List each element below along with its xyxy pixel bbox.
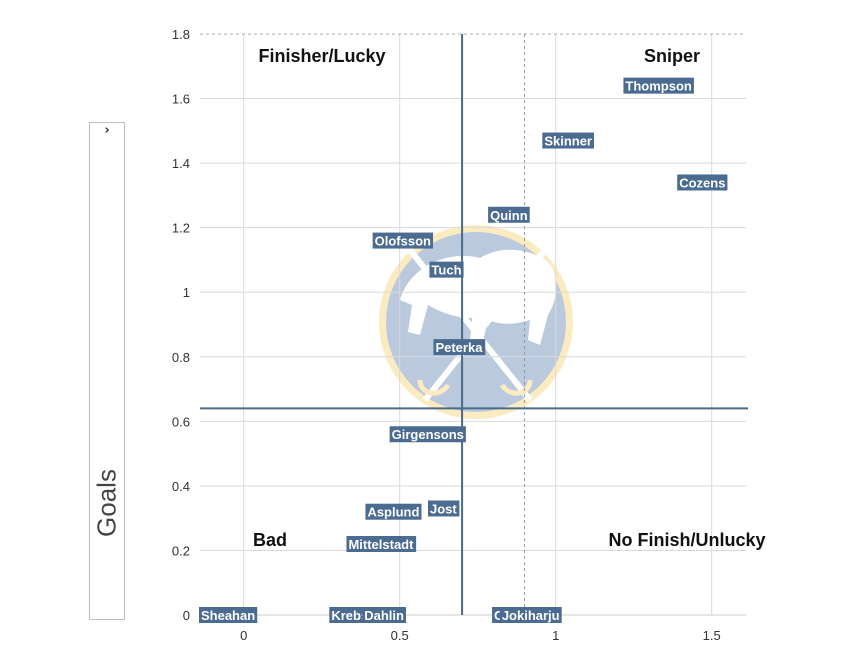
y-tick-label: 1.6	[172, 92, 190, 107]
point-label: Cozens	[679, 175, 725, 190]
point-marker[interactable]	[433, 339, 486, 356]
point-label: Peterka	[435, 340, 483, 355]
point-marker[interactable]	[329, 607, 371, 623]
point-label: Asplund	[367, 505, 419, 520]
y-tick-label: 1	[183, 285, 190, 300]
x-tick-label: 0.5	[391, 628, 409, 643]
chevron-right-icon[interactable]: ›	[104, 123, 110, 138]
y-tick-label: 0	[183, 608, 190, 623]
point-label: Girgensons	[392, 427, 464, 442]
point-label: Jokiharju	[502, 608, 560, 623]
point-marker[interactable]	[623, 77, 694, 94]
point-label: Dahlin	[364, 608, 404, 623]
point-label: Tuch	[431, 263, 461, 278]
y-tick-label: 0.6	[172, 414, 190, 429]
point-marker[interactable]	[677, 174, 728, 191]
x-tick-label: 1	[552, 628, 559, 643]
point-marker[interactable]	[488, 206, 530, 223]
x-tick-label: 0	[240, 628, 247, 643]
point-marker[interactable]	[542, 132, 595, 149]
y-tick-label: 1.4	[172, 156, 190, 171]
point-marker[interactable]	[427, 500, 460, 517]
y-tick-label: 1.2	[172, 221, 190, 236]
point-label: Quinn	[490, 208, 528, 223]
point-label: Olofsson	[375, 234, 431, 249]
team-logo-watermark	[379, 225, 573, 419]
y-axis-label-panel: › Goals	[89, 122, 125, 620]
point-label: Sheahan	[201, 608, 255, 623]
point-label: Jost	[430, 501, 457, 516]
quadrant-label-top-left: Finisher/Lucky	[258, 46, 385, 66]
quadrant-label-bottom-right: No Finish/Unlucky	[608, 530, 765, 550]
point-label: Mittelstadt	[348, 537, 414, 552]
point-marker[interactable]	[346, 535, 417, 552]
point-marker[interactable]	[499, 607, 562, 623]
point-label: Krebs	[331, 608, 368, 623]
y-tick-label: 1.8	[172, 27, 190, 42]
x-tick-label: 1.5	[703, 628, 721, 643]
y-tick-label: 0.4	[172, 479, 190, 494]
point-marker[interactable]	[362, 607, 406, 623]
point-marker[interactable]	[389, 426, 466, 443]
quadrant-label-bottom-left: Bad	[253, 530, 287, 550]
point-marker[interactable]	[372, 232, 434, 249]
point-marker[interactable]	[198, 607, 258, 623]
point-marker[interactable]	[365, 503, 422, 520]
quadrant-label-top-right: Sniper	[644, 46, 700, 66]
point-label: Skinner	[544, 134, 592, 149]
y-tick-label: 0.2	[172, 543, 190, 558]
y-tick-label: 0.8	[172, 350, 190, 365]
point-label: Thompson	[625, 79, 691, 94]
point-marker[interactable]	[429, 261, 464, 278]
